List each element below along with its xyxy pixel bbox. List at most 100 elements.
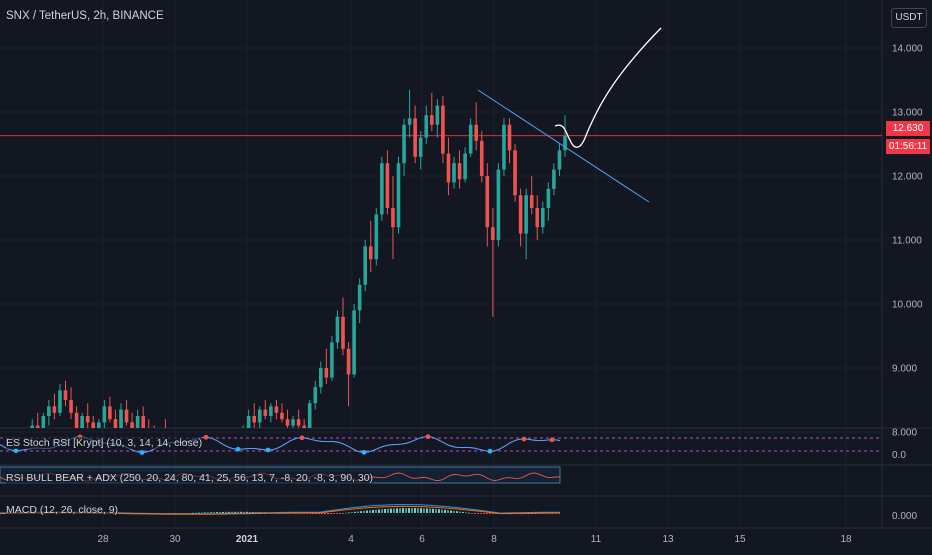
- macd-histogram-bar: [384, 508, 386, 513]
- y-tick-label: 8.000: [892, 428, 917, 439]
- candle: [208, 461, 212, 467]
- stoch-buy-dot: [265, 447, 271, 453]
- candle: [291, 419, 295, 426]
- x-tick-label: 30: [169, 534, 181, 545]
- candle: [97, 422, 101, 428]
- candle: [124, 409, 129, 423]
- candle: [446, 153, 451, 183]
- y-tick-label: 10.000: [892, 300, 923, 311]
- macd-histogram-bar: [237, 511, 239, 513]
- candle: [496, 169, 501, 240]
- candle: [407, 118, 412, 125]
- macd-histogram-bar: [378, 509, 380, 513]
- macd-histogram-bar: [474, 513, 476, 514]
- macd-histogram-bar: [330, 513, 332, 515]
- macd-histogram-bar: [423, 508, 425, 513]
- candle: [307, 403, 312, 428]
- candle: [374, 214, 379, 260]
- macd-histogram-bar: [243, 511, 245, 513]
- macd-histogram-bar: [333, 513, 335, 514]
- candle: [402, 124, 406, 164]
- macd-histogram-bar: [414, 508, 416, 513]
- stoch-buy-dot: [13, 448, 19, 454]
- candle: [368, 246, 373, 260]
- candle: [341, 316, 345, 349]
- candle: [346, 348, 351, 375]
- y-tick-label: 9.000: [892, 364, 917, 375]
- macd-histogram-bar: [318, 513, 320, 515]
- candle: [141, 416, 145, 428]
- macd-histogram-bar: [435, 509, 437, 513]
- candle: [541, 208, 545, 228]
- macd-histogram-bar: [438, 509, 440, 513]
- macd-histogram-bar: [429, 508, 431, 513]
- candle: [191, 451, 195, 464]
- candle: [246, 416, 251, 428]
- candle-group: [30, 89, 567, 467]
- countdown-badge: 01:56:11: [886, 139, 930, 154]
- macd-histogram-bar: [354, 511, 356, 513]
- macd-histogram-bar: [420, 508, 422, 513]
- y-tick-label: 12.000: [892, 172, 923, 183]
- macd-histogram-bar: [231, 511, 233, 513]
- macd-histogram-bar: [465, 512, 467, 514]
- candle: [47, 406, 51, 416]
- last-price-badge: 12.630: [886, 121, 930, 136]
- macd-histogram-bar: [324, 513, 326, 515]
- candle: [269, 406, 273, 416]
- stoch-sell-dot: [521, 436, 527, 442]
- macd-histogram-bar: [210, 512, 212, 514]
- candle: [313, 387, 318, 404]
- candle: [507, 124, 512, 151]
- candle: [58, 390, 62, 413]
- candle: [413, 118, 417, 157]
- y-tick-label: 14.000: [892, 44, 923, 55]
- macd-histogram-bar: [459, 511, 461, 513]
- y-tick-label: 13.000: [892, 108, 923, 119]
- x-tick-label: 18: [840, 534, 852, 545]
- macd-histogram-bar: [408, 508, 410, 513]
- stoch-rsi-label[interactable]: ES Stoch RSI [Krypt] (10, 3, 14, 14, clo…: [6, 437, 203, 449]
- currency-button[interactable]: USDT: [891, 8, 927, 28]
- y-tick-label: 11.000: [892, 236, 922, 247]
- macd-histogram-bar: [480, 513, 482, 514]
- x-tick-label: 11: [591, 534, 602, 545]
- macd-histogram-bar: [240, 511, 242, 513]
- candle: [485, 176, 490, 228]
- candle: [524, 195, 528, 234]
- candle: [108, 406, 112, 420]
- macd-histogram-bar: [366, 510, 368, 513]
- macd-histogram-bar: [372, 509, 374, 513]
- candle: [513, 150, 517, 196]
- projection-path: [554, 27, 662, 148]
- candle: [324, 368, 329, 378]
- stoch-buy-dot: [235, 446, 241, 452]
- macd-histogram-bar: [450, 510, 452, 513]
- macd-histogram-bar: [213, 512, 215, 513]
- macd-histogram-bar: [207, 512, 209, 514]
- macd-histogram-bar: [225, 511, 227, 513]
- macd-histogram-bar: [402, 508, 404, 513]
- candle: [430, 115, 434, 125]
- stoch-sell-dot: [299, 435, 305, 441]
- macd-histogram-bar: [342, 513, 344, 514]
- candle: [546, 188, 551, 208]
- candle: [252, 416, 256, 423]
- candle: [80, 416, 84, 428]
- macd-histogram-bar: [390, 508, 392, 513]
- candle: [418, 137, 423, 157]
- macd-histogram-bar: [351, 512, 353, 513]
- macd-label[interactable]: MACD (12, 26, close, 9): [6, 504, 119, 516]
- candle: [202, 461, 206, 467]
- stoch-buy-dot: [139, 450, 145, 455]
- macd-histogram-bar: [312, 513, 314, 514]
- candle: [391, 208, 395, 228]
- macd-axis-label: 0.000: [892, 511, 917, 522]
- candle: [552, 169, 556, 189]
- macd-histogram-bar: [426, 508, 428, 513]
- rsi-adx-label[interactable]: RSI BULL BEAR + ADX (250, 20, 24, 80, 41…: [6, 472, 374, 484]
- candle: [335, 316, 340, 343]
- macd-histogram-bar: [387, 508, 389, 513]
